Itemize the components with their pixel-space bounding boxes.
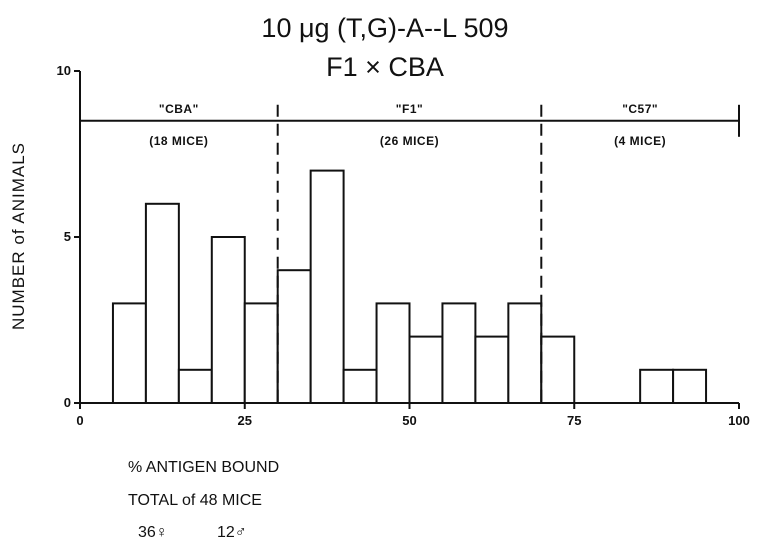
x-tick-label: 75 [567,413,581,428]
group-name: "F1" [396,102,423,116]
histogram-bar [639,368,675,404]
female-count: 36♀ [138,524,168,541]
group-brackets: "CBA" (18 MICE) "F1" (26 MICE) "C57" (4 MICE) [80,102,740,403]
group-count: (4 MICE) [614,134,666,148]
y-tick-label: 0 [64,395,71,410]
histogram-bar [507,302,543,404]
histogram-bar [309,169,345,404]
x-tick-label: 25 [238,413,252,428]
total-mice-label: TOTAL of 48 MICE [128,492,262,509]
group-name: "CBA" [159,102,199,116]
histogram-bar [111,302,147,404]
male-count: 12♂ [217,524,247,541]
histogram-bar [672,368,708,404]
histogram-bar [441,302,477,404]
histogram-bar [375,302,411,404]
chart-subtitle: F1 × CBA [326,52,444,82]
histogram-bar [177,368,213,404]
bars [111,169,708,405]
x-axis-label: % ANTIGEN BOUND [128,459,279,476]
group-name: "C57" [622,102,658,116]
x-tick-label: 100 [728,413,750,428]
group-count: (26 MICE) [380,134,439,148]
histogram-bar [210,236,246,404]
y-tick-label: 10 [57,63,71,78]
histogram-bar [408,335,444,405]
histogram-bar [243,302,279,404]
histogram-bar [342,368,378,404]
y-tick-label: 5 [64,229,71,244]
x-tick-label: 50 [402,413,416,428]
histogram-bar [144,202,180,404]
x-tick-label: 0 [76,413,83,428]
chart-title: 10 μg (T,G)-A--L 509 [261,13,508,43]
histogram-bar [474,335,510,405]
histogram-bar [276,269,312,405]
histogram-bar [540,335,576,405]
y-axis-label: NUMBER of ANIMALS [9,142,28,330]
group-count: (18 MICE) [149,134,208,148]
